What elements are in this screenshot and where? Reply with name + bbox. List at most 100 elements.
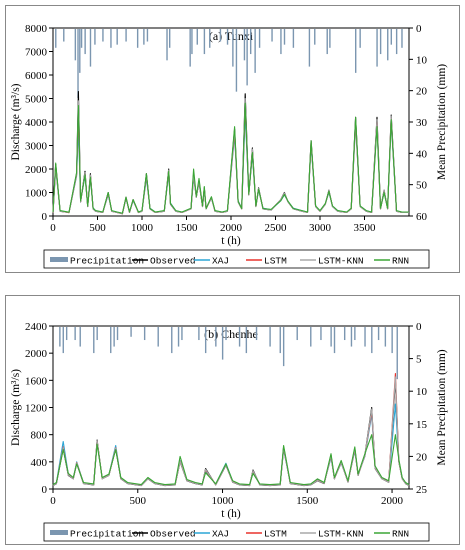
y2-tick-label: 20: [416, 451, 428, 463]
precipitation-bar: [238, 327, 241, 347]
series-line-rnn: [52, 434, 410, 486]
precipitation-bar: [215, 327, 217, 347]
y-tick-label: 2000: [25, 164, 48, 176]
x-tick-label: 2000: [381, 495, 404, 507]
precipitation-bar: [329, 29, 331, 48]
legend-label: RNN: [392, 256, 409, 267]
precipitation-bar: [280, 29, 282, 55]
precipitation-bar: [320, 327, 322, 341]
y2-tick-label: 40: [416, 148, 428, 160]
precipitation-bar: [371, 327, 373, 354]
x-tick-label: 3000: [309, 222, 332, 234]
precipitation-bar: [102, 29, 104, 42]
precipitation-bar: [326, 29, 328, 55]
chart-svg-tunxi: (a) Tunxi0100020003000400050006000700080…: [10, 23, 448, 269]
x-tick-label: 500: [89, 222, 106, 234]
precipitation-bar: [110, 29, 112, 48]
legend-label: LSTM: [264, 256, 287, 267]
series-line-observed: [52, 90, 409, 215]
x-axis-label: t (h): [221, 235, 241, 247]
precipitation-bar: [379, 29, 382, 55]
y-tick-label: 7000: [25, 47, 48, 59]
x-tick-label: 3500: [354, 222, 377, 234]
precipitation-bar: [168, 29, 171, 48]
precipitation-bar: [283, 29, 286, 45]
precipitation-bar: [130, 327, 132, 337]
y-tick-label: 6000: [25, 70, 48, 82]
y2-axis-label: Mean Precipitation (mm): [436, 349, 448, 465]
y2-axis-label: Mean Precipitation (mm): [436, 64, 448, 180]
precipitation-bar: [84, 29, 86, 55]
x-tick-label: 1500: [296, 495, 319, 507]
legend-swatch: [50, 257, 68, 262]
precipitation-bar: [245, 327, 248, 354]
y-tick-label: 1200: [25, 403, 48, 415]
precipitation-bar: [376, 29, 378, 67]
precipitation-bar: [390, 29, 392, 45]
legend-label: Observed: [150, 256, 196, 267]
legend-label: XAJ: [212, 256, 229, 267]
y2-tick-label: 0: [416, 321, 422, 333]
y-tick-label: 5000: [25, 94, 48, 106]
precipitation-bar: [143, 29, 145, 45]
y-tick-label: 1600: [25, 375, 48, 387]
precipitation-bar: [143, 327, 146, 341]
y-tick-label: 0: [42, 211, 48, 223]
precipitation-bar: [226, 29, 229, 45]
legend-swatch: [50, 530, 68, 535]
precipitation-bar: [249, 29, 252, 55]
y2-tick-label: 30: [416, 117, 428, 129]
precipitation-bar: [395, 29, 398, 55]
chart-panel-chenhe: (b) Chenhe 0 400 800 1200 1600 2000 2400 0 5 10 15 2…: [5, 295, 460, 545]
precipitation-bar: [181, 327, 183, 341]
precipitation-bar: [243, 29, 246, 61]
x-tick-label: 0: [50, 495, 56, 507]
precipitation-bar: [110, 327, 112, 354]
series-line-lstm-knn: [52, 376, 410, 487]
precipitation-bar: [232, 29, 234, 67]
x-axis-label: t (h): [221, 508, 241, 520]
y2-tick-label: 5: [416, 354, 422, 366]
legend-label: LSTM-KNN: [318, 256, 364, 267]
legend-label: Observed: [150, 529, 196, 540]
y-tick-label: 1000: [25, 188, 48, 200]
y2-tick-label: 60: [416, 211, 428, 223]
precipitation-bar: [136, 29, 139, 48]
precipitation-bar: [343, 327, 346, 341]
precipitation-bar: [258, 29, 261, 48]
precipitation-bar: [74, 327, 76, 341]
y-tick-label: 3000: [25, 141, 48, 153]
y-tick-label: 4000: [25, 117, 48, 129]
y2-tick-label: 50: [416, 180, 428, 192]
precipitation-bar: [314, 29, 316, 45]
precipitation-bar: [113, 327, 115, 347]
precipitation-bar: [401, 29, 403, 48]
y-tick-label: 0: [42, 484, 48, 496]
y-tick-label: 2000: [25, 348, 48, 360]
precipitation-bar: [391, 327, 393, 354]
precipitation-bar: [74, 29, 77, 61]
precipitation-bar: [191, 29, 193, 55]
precipitation-bar: [333, 327, 336, 354]
x-tick-label: 500: [130, 495, 147, 507]
chart-title: (b) Chenhe: [204, 327, 258, 341]
precipitation-bar: [125, 29, 127, 42]
precipitation-bar: [93, 327, 95, 354]
precipitation-bar: [63, 29, 65, 42]
legend-label: Precipitation: [70, 529, 144, 540]
series-line-xaj: [52, 403, 410, 486]
precipitation-bar: [330, 327, 332, 347]
precipitation-bar: [171, 327, 173, 354]
precipitation-bar: [310, 327, 312, 347]
precipitation-bar: [396, 327, 398, 380]
precipitation-bar: [146, 29, 149, 42]
x-tick-label: 1500: [176, 222, 199, 234]
legend-label: Precipitation: [70, 256, 144, 267]
precipitation-bar: [203, 29, 206, 55]
y-tick-label: 2400: [25, 321, 48, 333]
y2-tick-label: 20: [416, 86, 428, 98]
x-tick-label: 0: [50, 222, 56, 234]
precipitation-bar: [377, 327, 380, 341]
precipitation-bar: [198, 327, 200, 341]
precipitation-bar: [355, 29, 357, 73]
